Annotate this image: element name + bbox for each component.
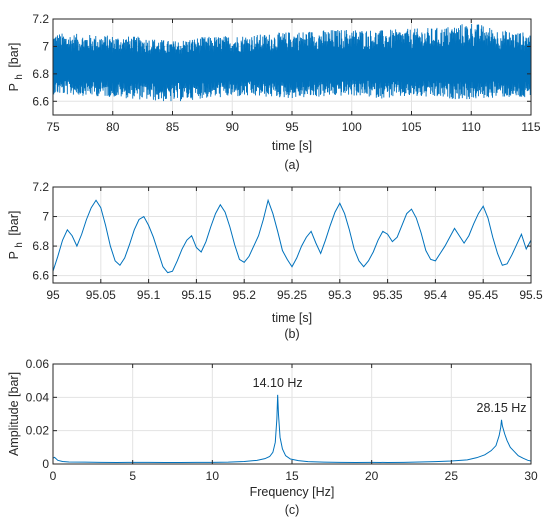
panel-a-xtick-label-5: 100 — [342, 120, 362, 134]
panel-b-xtick-label-7: 95.35 — [373, 288, 403, 302]
panel-a-ytick-label-1: 6.8 — [32, 67, 49, 81]
panel-b-series — [53, 198, 531, 274]
panel-a-xtick-label-0: 75 — [46, 120, 60, 134]
panel-c-series — [53, 394, 531, 464]
panel-a-xtick-label-2: 85 — [166, 120, 180, 134]
panel-c: 0 5 10 15 20 25 30 0 0.02 0.04 0.06 14.10 Hz 28.15 … — [7, 357, 538, 517]
panel-c-annotation-0: 14.10 Hz — [253, 376, 303, 390]
panel-b-caption: (b) — [284, 327, 299, 341]
panel-b-xtick-label-10: 95.5 — [519, 288, 543, 302]
panel-b-xtick-label-5: 95.25 — [277, 288, 307, 302]
panel-b-ylabel-main: P — [7, 251, 21, 259]
panel-a-xlabel: time [s] — [272, 139, 312, 153]
panel-a-caption: (a) — [284, 158, 299, 172]
panel-c-ticks: 0 5 10 15 20 25 30 0 0.02 0.04 0.06 — [26, 357, 538, 483]
panel-c-xtick-label-2: 10 — [206, 469, 220, 483]
panel-a-ylabel: P h [bar] — [7, 43, 25, 92]
panel-a-ylabel-sub: h — [14, 74, 25, 80]
panel-b-ytick-label-0: 6.6 — [32, 269, 49, 283]
panel-b-ylabel-unit: [bar] — [7, 211, 21, 236]
panel-c-ytick-label-2: 0.04 — [26, 390, 50, 404]
panel-c-xtick-label-4: 20 — [365, 469, 379, 483]
panel-c-annotations: 14.10 Hz 28.15 Hz — [253, 376, 527, 415]
panel-b-xtick-label-9: 95.45 — [468, 288, 498, 302]
panel-c-xtick-label-3: 15 — [285, 469, 299, 483]
panel-b-xtick-label-3: 95.15 — [181, 288, 211, 302]
panel-c-ytick-label-3: 0.06 — [26, 357, 50, 371]
panel-c-caption: (c) — [285, 503, 300, 517]
panel-c-annotation-1: 28.15 Hz — [477, 401, 527, 415]
panel-c-ytick-label-1: 0.02 — [26, 424, 50, 438]
panel-c-xtick-label-5: 25 — [445, 469, 459, 483]
panel-b-xtick-label-2: 95.1 — [137, 288, 161, 302]
panel-a-ytick-label-3: 7.2 — [32, 12, 49, 26]
panel-c-xtick-label-0: 0 — [50, 469, 57, 483]
panel-b-ylabel: P h [bar] — [7, 211, 25, 260]
panel-a-series — [53, 24, 531, 102]
panel-a-ylabel-unit: [bar] — [7, 43, 21, 68]
panel-c-signal-line — [53, 394, 531, 464]
panel-c-ytick-label-0: 0 — [42, 457, 49, 471]
panel-b-ytick-label-1: 6.8 — [32, 239, 49, 253]
panel-c-xtick-label-1: 5 — [129, 469, 136, 483]
panel-a-xtick-label-6: 105 — [401, 120, 421, 134]
panel-a-xtick-label-7: 110 — [462, 120, 481, 134]
panel-c-ylabel: Amplitude [bar] — [7, 372, 21, 456]
panel-a-xtick-label-4: 95 — [285, 120, 299, 134]
panel-a-xtick-label-1: 80 — [106, 120, 120, 134]
panel-a-ylabel-main: P — [7, 83, 21, 91]
panel-b-xtick-label-0: 95 — [46, 288, 60, 302]
panel-b-xtick-label-4: 95.2 — [233, 288, 257, 302]
panel-a-ytick-label-2: 7 — [42, 39, 49, 53]
panel-a-xtick-label-8: 115 — [521, 120, 540, 134]
panel-b-ytick-label-2: 7 — [42, 210, 49, 224]
panel-b-signal-line — [53, 198, 531, 274]
panel-c-xlabel: Frequency [Hz] — [250, 485, 335, 499]
panel-a: 75 80 85 90 95 100 105 110 115 6.6 6.8 7 7.2 time [s… — [7, 12, 541, 172]
panel-a-signal-line — [53, 24, 531, 102]
panel-a-ytick-label-0: 6.6 — [32, 94, 49, 108]
panel-b-xtick-label-1: 95.05 — [86, 288, 116, 302]
panel-b-xtick-label-8: 95.4 — [424, 288, 448, 302]
panel-b: 95 95.05 95.1 95.15 95.2 95.25 95.3 95.35 95.4 95… — [7, 180, 543, 341]
panel-b-xtick-label-6: 95.3 — [328, 288, 352, 302]
panel-a-ticks: 75 80 85 90 95 100 105 110 115 6.6 6.8 7 7.2 — [32, 12, 541, 134]
panel-b-ytick-label-3: 7.2 — [32, 180, 49, 194]
panel-a-xtick-label-3: 90 — [226, 120, 240, 134]
panel-b-xlabel: time [s] — [272, 311, 312, 325]
panel-c-xtick-label-6: 30 — [524, 469, 538, 483]
panel-b-ylabel-sub: h — [14, 242, 25, 248]
panel-b-ticks: 95 95.05 95.1 95.15 95.2 95.25 95.3 95.35 95.4 95… — [32, 180, 543, 302]
